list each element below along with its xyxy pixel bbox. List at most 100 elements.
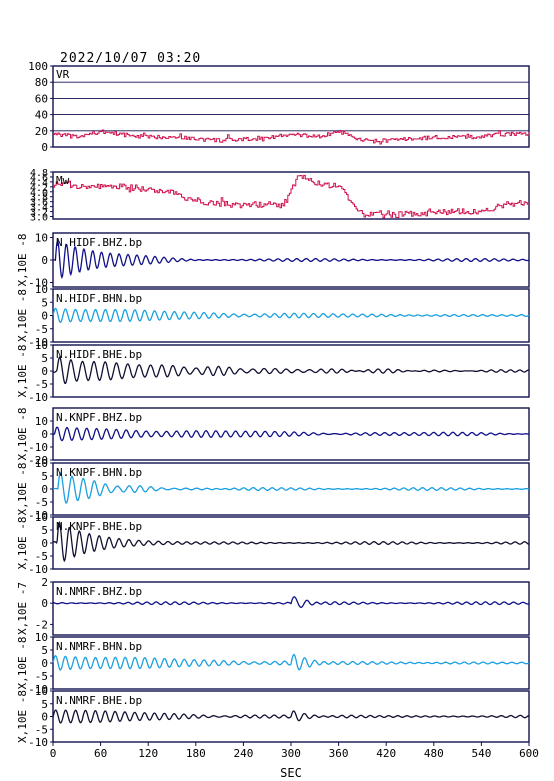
- x-tick-label: 120: [138, 747, 158, 760]
- y-axis-label: X,10E -8: [16, 637, 29, 690]
- x-tick-label: 540: [471, 747, 491, 760]
- panel-stack: 020406080100VR3.03.23.43.63.84.04.24.44.…: [16, 60, 530, 749]
- y-tick-label: 0: [41, 483, 48, 496]
- y-tick-label: 0: [41, 428, 48, 441]
- y-tick-label: -10: [28, 391, 48, 404]
- x-tick-label: 60: [94, 747, 107, 760]
- panel-3: -10 0 10 X,10E -8 N.HIDF.BHZ.bp: [16, 232, 530, 290]
- y-tick-label: 40: [35, 109, 48, 122]
- trace-line: [52, 240, 530, 280]
- y-tick-label: 10: [35, 685, 48, 698]
- trace-line: [52, 709, 530, 724]
- y-tick-label: 3.2: [30, 208, 48, 219]
- y-tick-label: 10: [35, 457, 48, 470]
- panel-label: N.KNPF.BHN.bp: [56, 466, 142, 479]
- y-tick-label: 5: [41, 698, 48, 711]
- x-tick-label: 300: [281, 747, 301, 760]
- y-tick-label: 100: [28, 60, 48, 73]
- y-tick-label: 10: [35, 283, 48, 296]
- x-tick-label: 600: [519, 747, 539, 760]
- y-tick-label: 10: [35, 339, 48, 352]
- y-tick-label: -10: [28, 736, 48, 749]
- panel-label: N.KNPF.BHZ.bp: [56, 411, 142, 424]
- trace-line: [52, 471, 530, 505]
- y-tick-label: 3.8: [30, 193, 48, 204]
- y-tick-label: 4.0: [30, 188, 48, 199]
- y-tick-label: 5: [41, 296, 48, 309]
- y-tick-label: -5: [35, 670, 48, 683]
- panel-frame: [52, 171, 530, 220]
- y-tick-label: 0: [41, 365, 48, 378]
- trace-line: [52, 653, 530, 671]
- panel-9: -2 0 2 X,10E -7 N.NMRF.BHZ.bp: [16, 576, 530, 636]
- y-tick-label: 0: [41, 597, 48, 610]
- panel-frame: [52, 65, 530, 148]
- time-axis: 0 60 120 180 240 300 360 420 480 540 600: [50, 742, 539, 760]
- trace-line: [52, 356, 530, 385]
- panel-label: N.HIDF.BHE.bp: [56, 348, 142, 361]
- y-tick-label: 2: [41, 576, 48, 589]
- panel-frame: [52, 581, 530, 636]
- x-tick-label: 0: [50, 747, 57, 760]
- y-tick-label: -2: [35, 618, 48, 631]
- panel-label: N.HIDF.BHN.bp: [56, 292, 142, 305]
- y-tick-label: 4.4: [30, 178, 48, 189]
- y-axis-label: X,10E -8: [16, 234, 29, 287]
- y-axis-label: X,10E -8: [16, 345, 29, 398]
- x-tick-label: 180: [186, 747, 206, 760]
- panel-label: N.NMRF.BHN.bp: [56, 640, 142, 653]
- x-tick-label: 420: [376, 747, 396, 760]
- y-tick-label: -5: [35, 723, 48, 736]
- y-tick-label: -10: [28, 336, 48, 349]
- trace-line: [53, 129, 530, 145]
- panel-10: -10-505 10 X,10E -8 N.NMRF.BHN.bp: [16, 631, 530, 696]
- y-tick-label: 4.2: [30, 183, 48, 194]
- y-tick-label: 3.6: [30, 198, 48, 209]
- x-tick-label: 240: [233, 747, 253, 760]
- y-tick-label: 5: [41, 352, 48, 365]
- y-axis-label: X,10E -8: [16, 463, 29, 516]
- y-tick-label: 60: [35, 92, 48, 105]
- y-tick-label: 4.8: [30, 168, 48, 179]
- y-tick-label: 3.4: [30, 203, 48, 214]
- y-tick-label: -5: [35, 323, 48, 336]
- panel-2: 3.03.23.43.63.84.04.24.44.64.8 Mw: [30, 168, 530, 224]
- trace-line: [52, 307, 530, 323]
- y-tick-label: 4.6: [30, 173, 48, 184]
- y-tick-label: -10: [28, 277, 48, 290]
- panel-label: N.HIDF.BHZ.bp: [56, 236, 142, 249]
- y-tick-label: 10: [35, 232, 48, 245]
- y-tick-label: 10: [35, 415, 48, 428]
- x-tick-label: 480: [424, 747, 444, 760]
- y-axis-label: X,10E -8: [16, 289, 29, 342]
- y-tick-label: 10: [35, 511, 48, 524]
- y-tick-label: 20: [35, 125, 48, 138]
- y-tick-label: -10: [28, 441, 48, 454]
- trace-line: [52, 426, 530, 442]
- y-axis-label: X,10E -7: [16, 582, 29, 635]
- panel-1: 0 20 40 60 80 100 VR: [28, 60, 530, 154]
- y-tick-label: -20: [28, 454, 48, 467]
- y-tick-label: -5: [35, 378, 48, 391]
- x-axis-label: SEC: [280, 766, 302, 780]
- y-tick-label: 80: [35, 76, 48, 89]
- chart-title: 2022/10/07 03:20: [60, 51, 201, 66]
- y-tick-label: 0: [41, 657, 48, 670]
- panel-label: N.NMRF.BHE.bp: [56, 694, 142, 707]
- y-tick-label: -5: [35, 496, 48, 509]
- y-tick-label: 3.0: [30, 213, 48, 224]
- y-tick-label: -10: [28, 563, 48, 576]
- y-tick-label: 5: [41, 470, 48, 483]
- panel-label: VR: [56, 68, 70, 81]
- y-tick-label: 0: [41, 310, 48, 323]
- y-tick-label: 5: [41, 644, 48, 657]
- y-tick-label: -10: [28, 509, 48, 522]
- y-tick-label: -10: [28, 683, 48, 696]
- trace-line: [52, 596, 530, 609]
